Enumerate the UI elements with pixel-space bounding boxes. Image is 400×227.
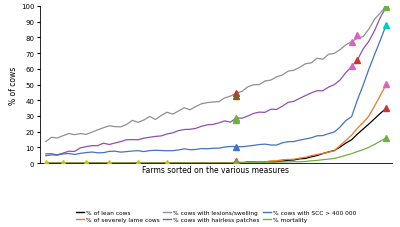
Legend: % of lean cows, % of severely lame cows, % cows with lesions/swelling, % cows wi: % of lean cows, % of severely lame cows,… [76,210,356,222]
Y-axis label: % of cows: % of cows [9,66,18,104]
X-axis label: Farms sorted on the various measures: Farms sorted on the various measures [142,165,290,174]
